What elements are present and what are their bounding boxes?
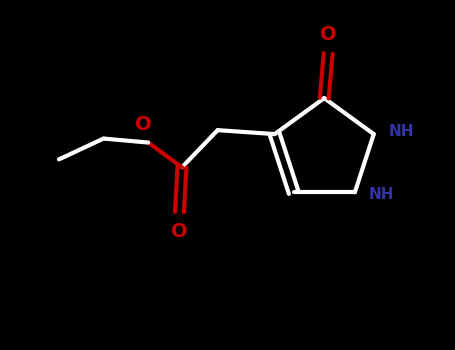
Text: NH: NH xyxy=(389,124,414,139)
Text: O: O xyxy=(320,25,337,43)
Text: O: O xyxy=(171,222,188,241)
Text: O: O xyxy=(135,114,152,134)
Text: NH: NH xyxy=(369,187,394,202)
